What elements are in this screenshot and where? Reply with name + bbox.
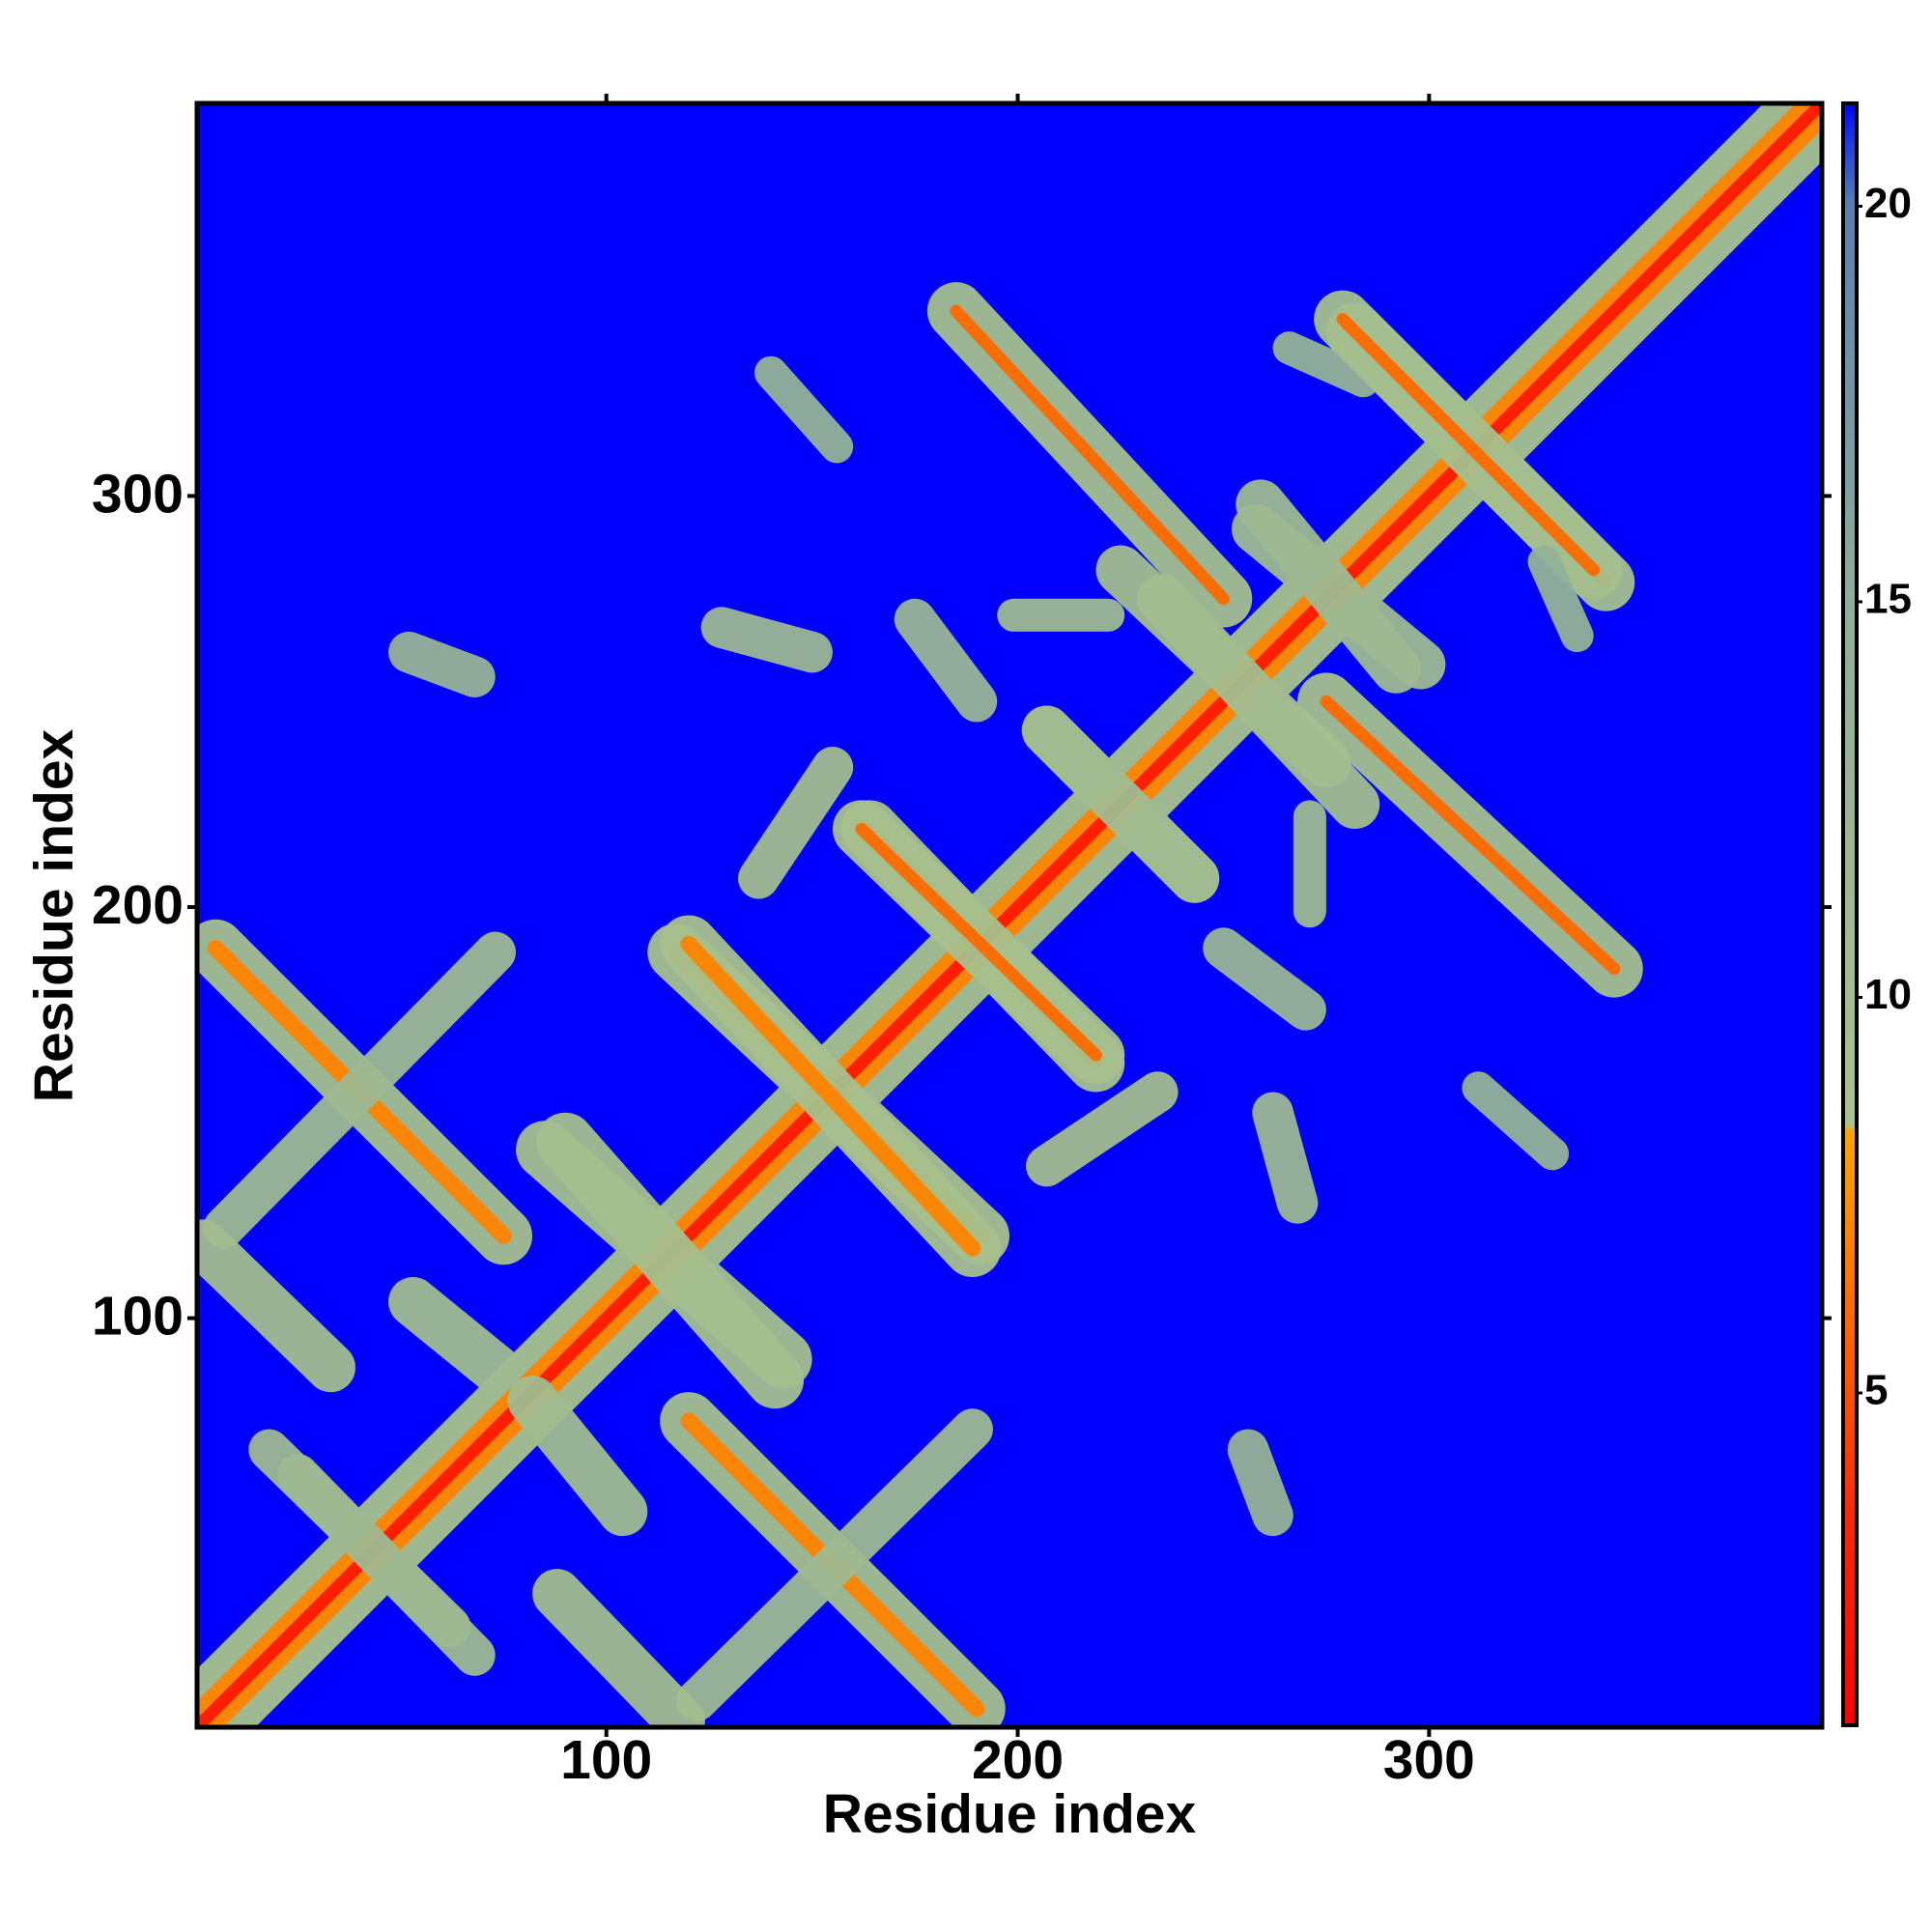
y-axis-title: Residue index — [23, 728, 85, 1102]
contact-segment — [1527, 545, 1594, 653]
contact-segment — [950, 304, 1230, 606]
contact-segment — [1462, 1071, 1570, 1171]
contact-segment — [1026, 1071, 1179, 1187]
colorbar-tick-label: 15 — [1864, 576, 1912, 623]
contact-segment — [507, 1376, 648, 1537]
contact-segment — [700, 607, 833, 673]
contact-segment — [737, 747, 854, 899]
x-tick-label: 300 — [1383, 1729, 1475, 1791]
y-tick-label: 200 — [92, 874, 184, 936]
contact-segment — [1137, 574, 1380, 830]
contact-segment — [1203, 927, 1326, 1031]
contact-segment — [676, 1408, 993, 1721]
contact-segment — [197, 1219, 355, 1393]
contact-segment — [532, 1569, 705, 1727]
contact-segment — [1021, 705, 1220, 903]
contact-segment — [536, 1112, 805, 1409]
contact-segment — [894, 598, 998, 723]
plot-frame — [194, 100, 1825, 1730]
colorbar-tick-label: 20 — [1864, 180, 1912, 227]
contact-segment — [203, 931, 517, 1249]
y-tick-label: 100 — [92, 1286, 184, 1348]
contact-segment — [1227, 1429, 1293, 1537]
contact-segment — [1336, 313, 1601, 577]
colorbar-tick-label: 5 — [1864, 1367, 1888, 1414]
contact-segment — [1236, 479, 1421, 694]
heatmap — [197, 103, 1822, 1727]
colorbar — [1841, 101, 1859, 1727]
colorbar-tick-label: 10 — [1864, 971, 1912, 1018]
x-tick-label: 100 — [560, 1729, 652, 1791]
y-tick-label: 300 — [92, 463, 184, 525]
contact-segment — [753, 355, 854, 464]
contact-segment — [1320, 695, 1621, 976]
x-axis-title: Residue index — [823, 1783, 1197, 1845]
x-tick-label: 200 — [972, 1729, 1064, 1791]
contact-segment — [1252, 1092, 1319, 1224]
contact-segment — [680, 935, 981, 1257]
contact-segment — [855, 822, 1102, 1062]
contact-segment — [1272, 331, 1380, 398]
contact-segment — [197, 103, 1822, 1727]
contact-segment — [388, 631, 496, 697]
contact-segment — [277, 1453, 496, 1676]
